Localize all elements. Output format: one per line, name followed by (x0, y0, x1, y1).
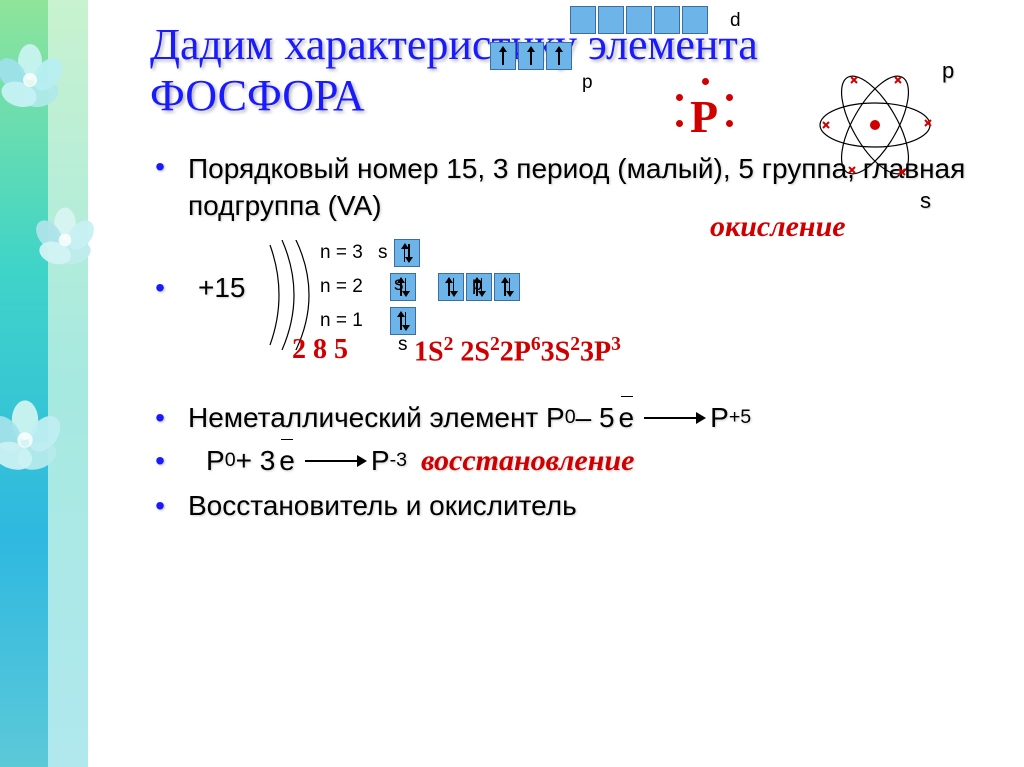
sup-minus3: -3 (390, 449, 407, 472)
bullet-dot-icon: • (150, 402, 170, 434)
rx2-mid: + 3 (236, 445, 276, 477)
orbital-box (438, 273, 464, 301)
charge-region: • +15 n = 3 s n = 2 s (150, 232, 1010, 362)
rx2-end: P (371, 445, 390, 477)
lewis-structure: P (690, 90, 718, 143)
p-side-label: p (942, 58, 954, 84)
shell-numbers: 2 8 5 (292, 334, 348, 366)
rx2-prefix: P (206, 445, 225, 477)
reaction-line-1: • Неметаллический элемент P0 – 5 e P+5 (150, 402, 1010, 434)
rx1-prefix: Неметаллический элемент P (188, 402, 565, 434)
p-label-n3: p (582, 72, 593, 94)
s-side-label: s (920, 188, 931, 214)
n2-label: n = 2 (320, 276, 374, 298)
e-symbol: e (279, 445, 295, 477)
orbital-box (394, 239, 420, 267)
reduction-label: восстановление (421, 444, 634, 478)
decorative-sidebar (0, 0, 130, 767)
e-symbol: e (619, 402, 635, 434)
p-orbitals-n3 (490, 42, 574, 70)
s-letter: s (398, 334, 408, 356)
sup-zero: 0 (565, 406, 576, 429)
atom-model-icon (810, 60, 940, 190)
rx1-end: P (710, 402, 729, 434)
n1-label: n = 1 (320, 310, 374, 332)
rx1-mid: – 5 (576, 402, 615, 434)
reaction-arrow-icon (644, 417, 704, 419)
bullet-dot-icon: • (150, 272, 170, 304)
bullet-dot-icon: • (150, 445, 170, 477)
orbital-box (390, 307, 416, 335)
s-letter: s (378, 242, 388, 264)
charge-label: +15 (198, 272, 246, 304)
title-line2: ФОСФОРА (150, 71, 365, 120)
s-letter: s (394, 274, 404, 296)
electron-config: 1S2 2S22P63S23P3 (414, 334, 621, 368)
bullet-dot-icon: • (150, 490, 170, 522)
reaction-line-2: • P0 + 3 e P-3 восстановление (150, 444, 1010, 478)
sup-plus5: +5 (729, 406, 751, 429)
reactions-block: • Неметаллический элемент P0 – 5 e P+5 •… (150, 402, 1010, 524)
orbital-box (494, 273, 520, 301)
p-letter: p (472, 274, 483, 296)
n3-label: n = 3 (320, 242, 374, 264)
bullet-text-last: Восстановитель и окислитель (188, 488, 577, 524)
d-orbitals (570, 6, 710, 34)
sup-zero: 0 (225, 449, 236, 472)
d-label: d (730, 10, 741, 32)
bullet-row-last: • Восстановитель и окислитель (150, 488, 1010, 524)
lewis-symbol: P (690, 91, 718, 142)
reaction-arrow-icon (305, 460, 365, 462)
oxidation-label: окисление (710, 210, 846, 244)
bullet-dot-icon: • (150, 151, 170, 183)
slide-content: Дадим характеристику элемента ФОСФОРА • … (150, 20, 1010, 534)
